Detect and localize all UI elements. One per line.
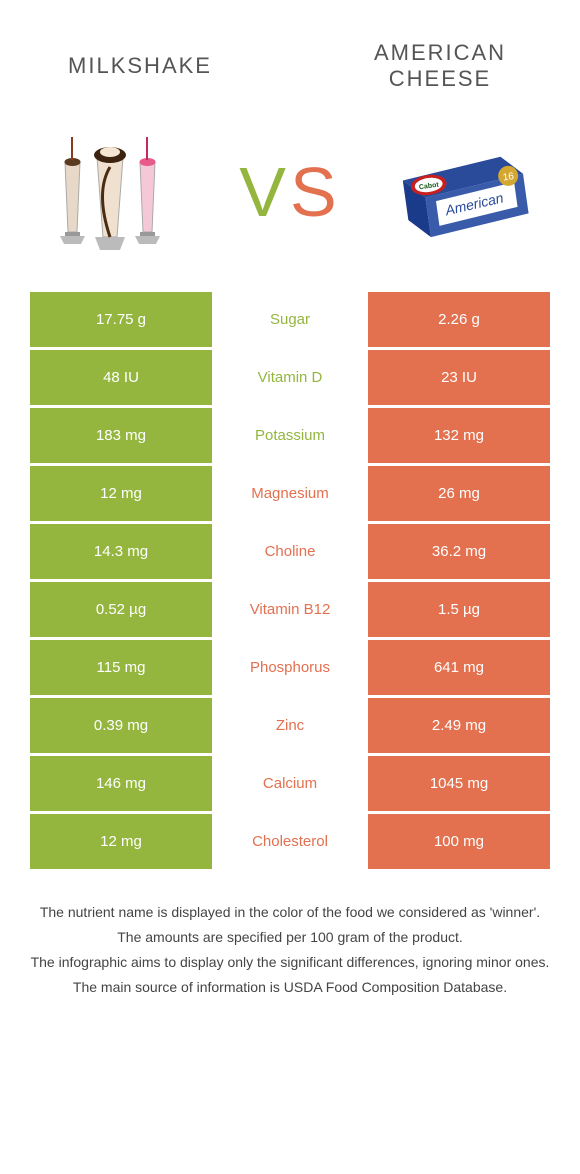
title-right: American cheese: [330, 40, 550, 92]
table-row: 0.39 mgZinc2.49 mg: [30, 698, 550, 753]
cell-left: 12 mg: [30, 466, 212, 521]
cell-left: 48 IU: [30, 350, 212, 405]
vs-v: V: [239, 153, 290, 231]
cell-right: 2.26 g: [368, 292, 550, 347]
cell-nutrient: Vitamin B12: [212, 582, 368, 637]
svg-text:16: 16: [502, 171, 515, 184]
cell-nutrient: Potassium: [212, 408, 368, 463]
cell-left: 14.3 mg: [30, 524, 212, 579]
images-row: VS American Cabot 16: [0, 112, 580, 292]
cheese-image: American Cabot 16: [380, 122, 550, 262]
footer: The nutrient name is displayed in the co…: [0, 872, 580, 998]
footer-line-4: The main source of information is USDA F…: [30, 977, 550, 998]
footer-line-3: The infographic aims to display only the…: [30, 952, 550, 973]
cell-right: 100 mg: [368, 814, 550, 869]
cell-nutrient: Choline: [212, 524, 368, 579]
cell-right: 36.2 mg: [368, 524, 550, 579]
comparison-table: 17.75 gSugar2.26 g48 IUVitamin D23 IU183…: [0, 292, 580, 869]
footer-line-2: The amounts are specified per 100 gram o…: [30, 927, 550, 948]
cell-right: 1045 mg: [368, 756, 550, 811]
cell-right: 132 mg: [368, 408, 550, 463]
table-row: 12 mgMagnesium26 mg: [30, 466, 550, 521]
cell-nutrient: Vitamin D: [212, 350, 368, 405]
cell-right: 1.5 µg: [368, 582, 550, 637]
table-row: 0.52 µgVitamin B121.5 µg: [30, 582, 550, 637]
cell-nutrient: Phosphorus: [212, 640, 368, 695]
cell-nutrient: Sugar: [212, 292, 368, 347]
cell-nutrient: Zinc: [212, 698, 368, 753]
table-row: 17.75 gSugar2.26 g: [30, 292, 550, 347]
cell-left: 0.39 mg: [30, 698, 212, 753]
cell-right: 641 mg: [368, 640, 550, 695]
vs-label: VS: [239, 152, 340, 232]
cell-left: 146 mg: [30, 756, 212, 811]
table-row: 12 mgCholesterol100 mg: [30, 814, 550, 869]
table-row: 48 IUVitamin D23 IU: [30, 350, 550, 405]
vs-s: S: [290, 153, 341, 231]
cell-nutrient: Cholesterol: [212, 814, 368, 869]
table-row: 146 mgCalcium1045 mg: [30, 756, 550, 811]
cell-right: 23 IU: [368, 350, 550, 405]
cell-left: 0.52 µg: [30, 582, 212, 637]
table-row: 14.3 mgCholine36.2 mg: [30, 524, 550, 579]
cell-left: 115 mg: [30, 640, 212, 695]
milkshake-image: [30, 122, 200, 262]
table-row: 115 mgPhosphorus641 mg: [30, 640, 550, 695]
cell-left: 12 mg: [30, 814, 212, 869]
title-left: Milkshake: [30, 53, 250, 79]
cell-left: 17.75 g: [30, 292, 212, 347]
cell-nutrient: Calcium: [212, 756, 368, 811]
cell-right: 26 mg: [368, 466, 550, 521]
cell-nutrient: Magnesium: [212, 466, 368, 521]
footer-line-1: The nutrient name is displayed in the co…: [30, 902, 550, 923]
header: Milkshake American cheese: [0, 0, 580, 112]
cell-left: 183 mg: [30, 408, 212, 463]
table-row: 183 mgPotassium132 mg: [30, 408, 550, 463]
cell-right: 2.49 mg: [368, 698, 550, 753]
